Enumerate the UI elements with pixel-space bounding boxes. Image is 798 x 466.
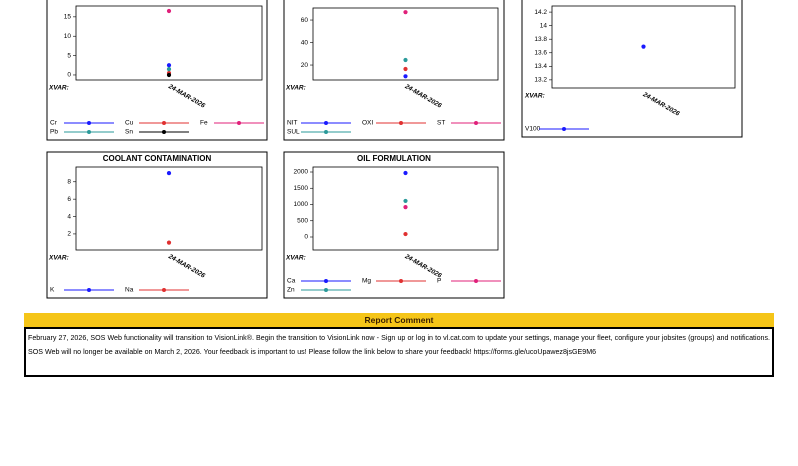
legend-label: Na (125, 287, 134, 294)
data-point (166, 240, 172, 245)
annotation: XVAR: (285, 85, 306, 92)
y-tick-label: 4 (67, 213, 71, 220)
legend-label: Pb (50, 129, 58, 136)
y-tick-label: 13.4 (534, 63, 547, 70)
legend-label: P (437, 278, 441, 285)
panel-frame (283, 0, 505, 141)
y-tick-label: 2000 (294, 169, 309, 176)
legend-dot (399, 121, 403, 125)
panel-frame (46, 151, 268, 299)
data-point (403, 198, 408, 204)
chart-panel: VISCOSITY13.213.413.613.81414.224-MAR-20… (521, 0, 743, 138)
legend-dot (87, 130, 91, 134)
legend-dot (562, 127, 566, 131)
panel-frame (46, 0, 268, 141)
data-point (641, 44, 646, 49)
plot-area (312, 166, 499, 251)
chart-title: OIL CONDITION (364, 0, 425, 1)
y-tick-label: 8 (67, 178, 71, 185)
y-tick-label: 40 (301, 39, 309, 46)
legend-label: OXI (362, 120, 373, 127)
y-tick-label: 1000 (294, 201, 309, 208)
annotation: XVAR: (524, 93, 545, 100)
y-tick-label: 6 (67, 196, 71, 203)
chart-title: WEAR LEVELS (128, 0, 186, 1)
plot-area (551, 5, 736, 89)
y-tick-label: 1500 (294, 185, 309, 192)
legend-dot (474, 279, 478, 283)
chart-title: OIL FORMULATION (357, 154, 431, 163)
y-tick-label: 14 (540, 22, 548, 29)
y-tick-label: 0 (304, 234, 308, 241)
comment-text: February 27, 2026, SOS Web functionality… (24, 327, 774, 377)
charts: WEAR LEVELS05101524-MAR-2026XVAR:CrCuFeP… (46, 0, 743, 299)
legend-dot (162, 121, 166, 125)
y-tick-label: 13.2 (534, 77, 547, 84)
y-tick-label: 60 (301, 17, 309, 24)
annotation: XVAR: (48, 255, 69, 262)
report-comment: Report Comment February 27, 2026, SOS We… (24, 313, 774, 377)
legend-label: Zn (287, 287, 295, 294)
legend-label: Fe (200, 120, 208, 127)
legend-label: V100 (525, 126, 541, 133)
legend-label: Cu (125, 120, 134, 127)
chart-panel: WEAR LEVELS05101524-MAR-2026XVAR:CrCuFeP… (46, 0, 268, 141)
annotation: XVAR: (48, 85, 69, 92)
legend-dot (87, 121, 91, 125)
y-tick-label: 13.6 (534, 49, 547, 56)
y-tick-label: 14.2 (534, 9, 547, 16)
plot-area (75, 5, 263, 81)
legend-dot (324, 130, 328, 134)
data-point (166, 67, 172, 72)
plot-area (312, 7, 499, 81)
y-tick-label: 15 (64, 14, 72, 21)
y-tick-label: 2 (67, 231, 71, 238)
data-point (403, 231, 408, 237)
chart-title: VISCOSITY (611, 0, 654, 1)
y-tick-label: 13.8 (534, 36, 547, 43)
legend-dot (87, 288, 91, 292)
data-point (166, 170, 172, 176)
data-point (403, 10, 408, 15)
legend-label: Cr (50, 120, 58, 127)
legend-label: Sn (125, 129, 133, 136)
panel-frame (283, 151, 505, 299)
y-tick-label: 10 (64, 33, 72, 40)
legend-dot (162, 130, 166, 134)
legend-label: K (50, 287, 55, 294)
legend-label: Ca (287, 278, 296, 285)
plot-area (75, 166, 263, 251)
y-tick-label: 20 (301, 62, 309, 69)
annotation: XVAR: (285, 255, 306, 262)
legend-dot (237, 121, 241, 125)
data-point (166, 72, 172, 78)
y-tick-label: 0 (67, 72, 71, 79)
legend-dot (474, 121, 478, 125)
legend-dot (324, 288, 328, 292)
data-point (403, 57, 408, 63)
data-point (403, 170, 408, 176)
panel-frame (521, 0, 743, 138)
legend-dot (324, 121, 328, 125)
data-point (403, 205, 408, 210)
y-tick-label: 500 (297, 217, 308, 224)
legend-dot (324, 279, 328, 283)
legend-dot (399, 279, 403, 283)
legend-dot (162, 288, 166, 292)
legend-label: ST (437, 120, 445, 127)
data-point (166, 8, 172, 14)
legend-label: Mg (362, 278, 371, 285)
data-point (403, 66, 408, 72)
data-point (166, 63, 172, 68)
chart-panel: OIL FORMULATION050010001500200024-MAR-20… (283, 151, 505, 299)
legend-label: SUL (287, 129, 300, 136)
y-tick-label: 5 (67, 52, 71, 59)
data-point (403, 74, 408, 79)
chart-panel: OIL CONDITION20406024-MAR-2026XVAR:NITOX… (283, 0, 505, 141)
comment-title: Report Comment (24, 313, 774, 327)
chart-panel: COOLANT CONTAMINATION246824-MAR-2026XVAR… (46, 151, 268, 299)
legend-label: NIT (287, 120, 298, 127)
chart-title: COOLANT CONTAMINATION (103, 154, 212, 163)
